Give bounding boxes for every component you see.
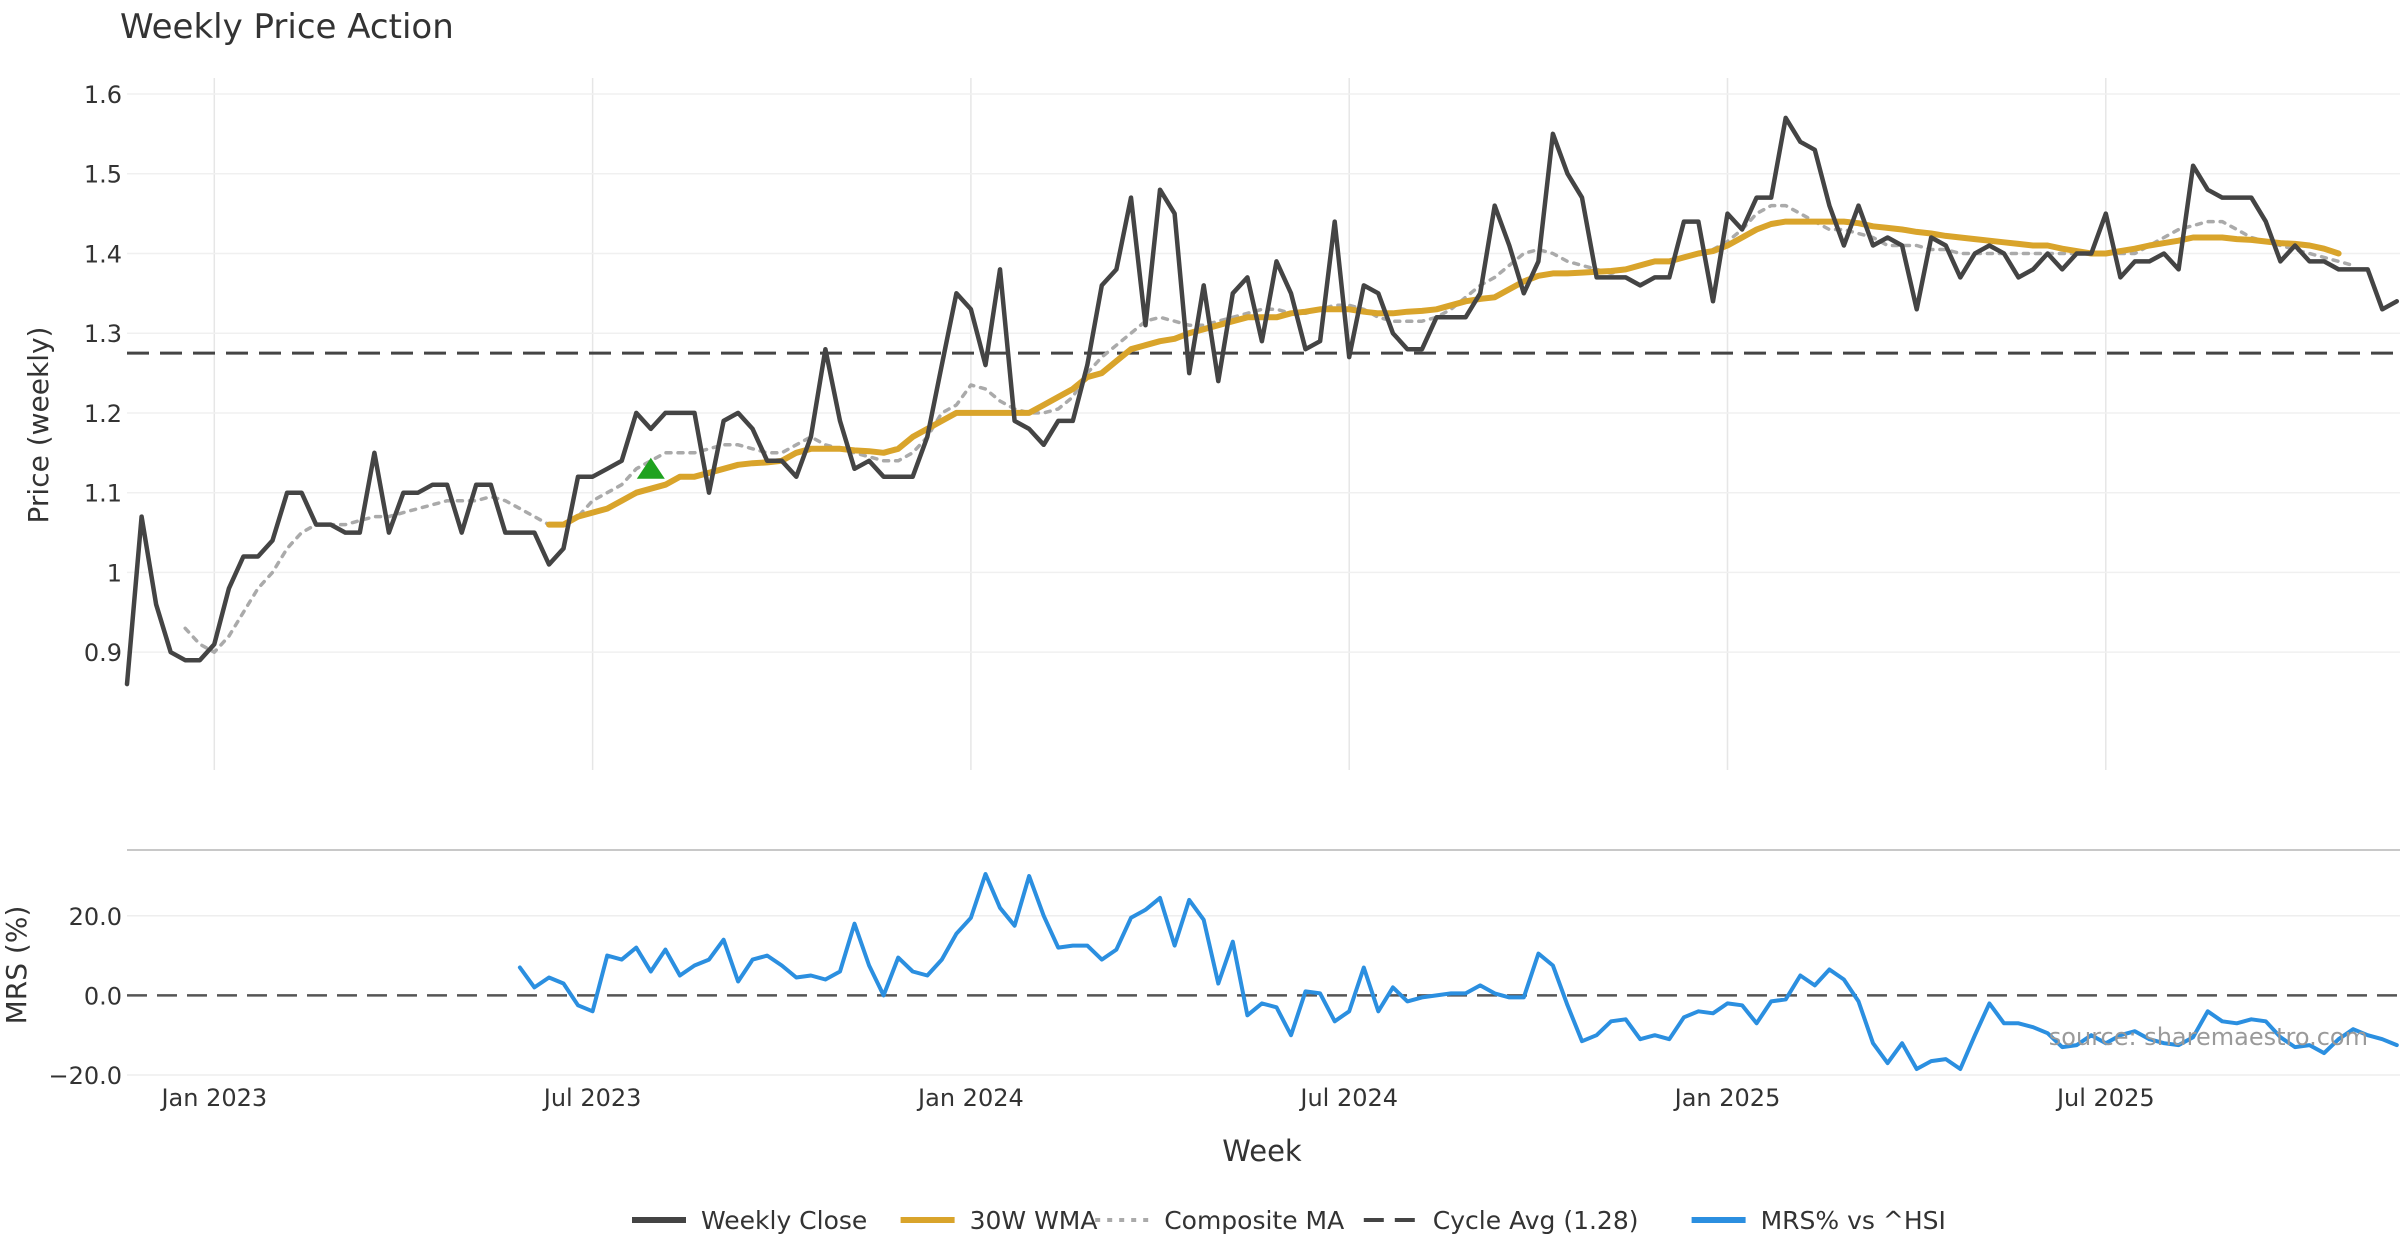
price-axis-label: Price (weekly) — [22, 327, 55, 524]
signal-markers — [636, 457, 665, 479]
chart-title: Weekly Price Action — [120, 7, 454, 47]
price-y-tick-label: 1.2 — [84, 400, 122, 428]
x-tick-labels: Jan 2023 Jul 2023 Jan 2024 Jul 2024 Jan 2025… — [159, 1084, 2154, 1112]
legend-label-cycle-avg-1-28: Cycle Avg (1.28) — [1433, 1206, 1639, 1235]
price-y-tick-label: 1.1 — [84, 480, 122, 508]
price-y-tick-label: 1.4 — [84, 240, 122, 268]
price-y-tick-label: 0.9 — [84, 639, 122, 667]
buy-signal-triangle — [636, 457, 665, 479]
series-30w-wma — [546, 218, 2342, 528]
legend-label-mrs-vs-hsi: MRS% vs ^HSI — [1761, 1206, 1946, 1235]
chart-legend: Weekly Close 30W WMA Composite MA Cycle Avg… — [632, 1206, 1946, 1235]
series-weekly-close — [124, 115, 2400, 687]
price-y-tick-label: 1 — [107, 559, 122, 587]
mrs-y-tick-labels: 20.0 0.0 −20.0 — [48, 903, 122, 1090]
legend-label-composite-ma: Composite MA — [1164, 1206, 1344, 1235]
mrs-y-tick-label: 0.0 — [84, 982, 122, 1010]
price-y-tick-label: 1.3 — [84, 320, 122, 348]
price-y-tick-labels: 0.9 1 1.1 1.2 1.3 1.4 1.5 1.6 — [84, 81, 122, 667]
price-y-tick-label: 1.5 — [84, 161, 122, 189]
mrs-y-tick-label: −20.0 — [48, 1062, 122, 1090]
x-tick-label: Jul 2023 — [542, 1084, 642, 1112]
x-tick-label: Jan 2024 — [916, 1084, 1024, 1112]
x-tick-label: Jan 2023 — [159, 1084, 267, 1112]
mrs-series-group — [517, 872, 2399, 1071]
x-tick-label: Jan 2025 — [1673, 1084, 1781, 1112]
x-tick-label: Jul 2025 — [2055, 1084, 2155, 1112]
x-axis-label: Week — [1222, 1134, 1302, 1168]
series-mrs-vs-hsi — [517, 872, 2399, 1071]
price-series-group — [124, 115, 2400, 687]
mrs-y-tick-label: 20.0 — [69, 903, 122, 931]
legend-label-weekly-close: Weekly Close — [701, 1206, 867, 1235]
price-y-tick-label: 1.6 — [84, 81, 122, 109]
x-tick-label: Jul 2024 — [1298, 1084, 1398, 1112]
price-gridlines — [127, 78, 2400, 770]
source-watermark: source: sharemaestro.com — [2049, 1023, 2368, 1051]
mrs-gridlines — [127, 915, 2400, 1076]
legend-label-30w-wma: 30W WMA — [970, 1206, 1098, 1235]
mrs-axis-label: MRS (%) — [0, 906, 33, 1025]
